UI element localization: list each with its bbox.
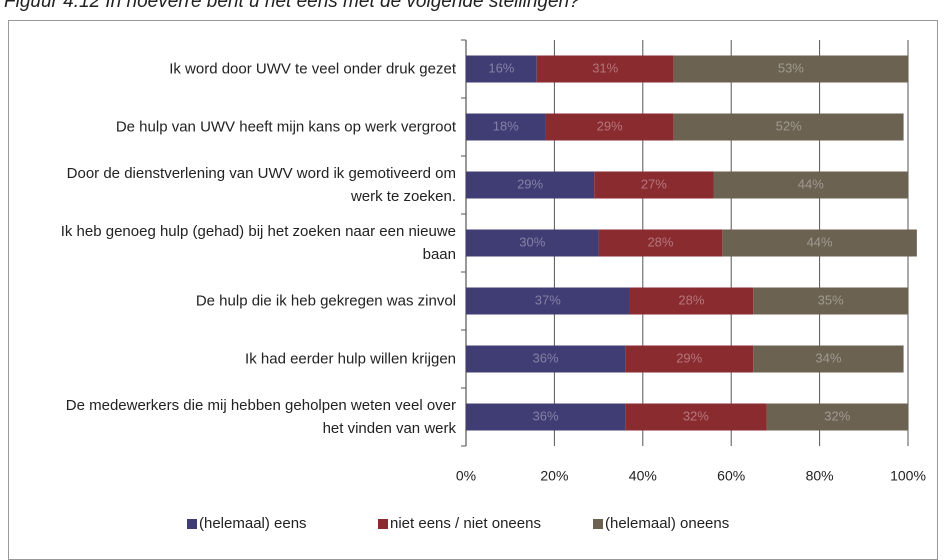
data-label: 16% bbox=[488, 60, 514, 75]
bar-segment bbox=[753, 287, 908, 315]
data-label: 53% bbox=[778, 60, 804, 75]
data-label: 29% bbox=[597, 118, 623, 133]
legend-swatch bbox=[187, 519, 197, 529]
bar-segment bbox=[673, 55, 908, 83]
x-tick-label: 20% bbox=[540, 468, 568, 484]
y-tick-label: Ik heb genoeg hulp (gehad) bij het zoeke… bbox=[60, 223, 456, 263]
chart-title: Figuur 4.12 In hoeverre bent u het eens … bbox=[4, 0, 580, 12]
data-label: 32% bbox=[824, 408, 850, 423]
y-tick-label: Ik word door UWV te veel onder druk geze… bbox=[169, 60, 456, 78]
bar-segment bbox=[766, 403, 908, 431]
bar-segment bbox=[466, 113, 546, 141]
bar-segment bbox=[722, 229, 917, 257]
legend-swatch bbox=[378, 519, 388, 529]
bar-segment bbox=[753, 345, 904, 373]
data-label: 34% bbox=[815, 350, 841, 365]
y-tick-label: Ik had eerder hulp willen krijgen bbox=[245, 350, 456, 368]
bar-segment bbox=[545, 113, 674, 141]
bar-segment bbox=[466, 345, 626, 373]
bar-segment bbox=[713, 171, 908, 199]
legend-label: (helemaal) eens bbox=[199, 515, 307, 532]
data-label: 44% bbox=[798, 176, 824, 191]
x-tick-label: 60% bbox=[717, 468, 745, 484]
data-label: 31% bbox=[592, 60, 618, 75]
bar-segment bbox=[466, 403, 626, 431]
bar-segment bbox=[536, 55, 674, 83]
y-tick-label: Door de dienstverlening van UWV word ik … bbox=[66, 165, 456, 205]
bar-segment bbox=[466, 55, 537, 83]
bar-segment bbox=[594, 171, 714, 199]
data-label: 52% bbox=[776, 118, 802, 133]
data-label: 29% bbox=[517, 176, 543, 191]
data-label: 44% bbox=[807, 234, 833, 249]
y-tick-label: De hulp die ik heb gekregen was zinvol bbox=[195, 292, 456, 310]
bar-segment bbox=[625, 403, 767, 431]
data-label: 36% bbox=[533, 350, 559, 365]
data-label: 18% bbox=[493, 118, 519, 133]
data-label: 29% bbox=[676, 350, 702, 365]
bar-segment bbox=[466, 229, 599, 257]
data-label: 28% bbox=[678, 292, 704, 307]
data-label: 36% bbox=[533, 408, 559, 423]
bar-segment bbox=[625, 345, 754, 373]
data-label: 37% bbox=[535, 292, 561, 307]
bar-segment bbox=[466, 171, 595, 199]
data-label: 28% bbox=[647, 234, 673, 249]
legend-label: niet eens / niet oneens bbox=[390, 515, 541, 532]
data-label: 30% bbox=[519, 234, 545, 249]
legend-label: (helemaal) oneens bbox=[605, 515, 729, 532]
bar-segment bbox=[629, 287, 754, 315]
x-tick-label: 0% bbox=[456, 468, 476, 484]
data-label: 32% bbox=[683, 408, 709, 423]
data-label: 27% bbox=[641, 176, 667, 191]
x-tick-label: 100% bbox=[890, 468, 926, 484]
x-tick-label: 40% bbox=[629, 468, 657, 484]
bar-segment bbox=[598, 229, 723, 257]
x-tick-label: 80% bbox=[806, 468, 834, 484]
data-label: 35% bbox=[818, 292, 844, 307]
bar-segment bbox=[466, 287, 630, 315]
bar-segment bbox=[673, 113, 904, 141]
y-tick-label: De medewerkers die mij hebben geholpen w… bbox=[65, 397, 456, 437]
y-tick-label: De hulp van UWV heeft mijn kans op werk … bbox=[115, 118, 456, 136]
legend-swatch bbox=[593, 519, 603, 529]
